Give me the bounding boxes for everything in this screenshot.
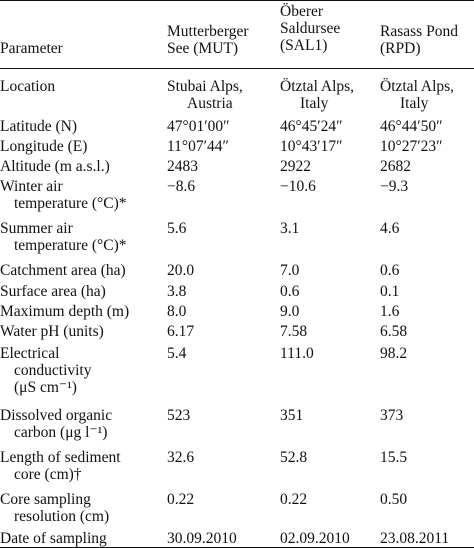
header-mut: Mutterberger See (MUT) [167,23,249,57]
header-rule [0,68,474,69]
header-sal: Öberer Saldursee (SAL1) [280,3,341,54]
header-parameter: Parameter [0,40,63,57]
header-rpd: Rasass Pond (RPD) [380,23,458,57]
table-top-rule [0,0,474,1]
